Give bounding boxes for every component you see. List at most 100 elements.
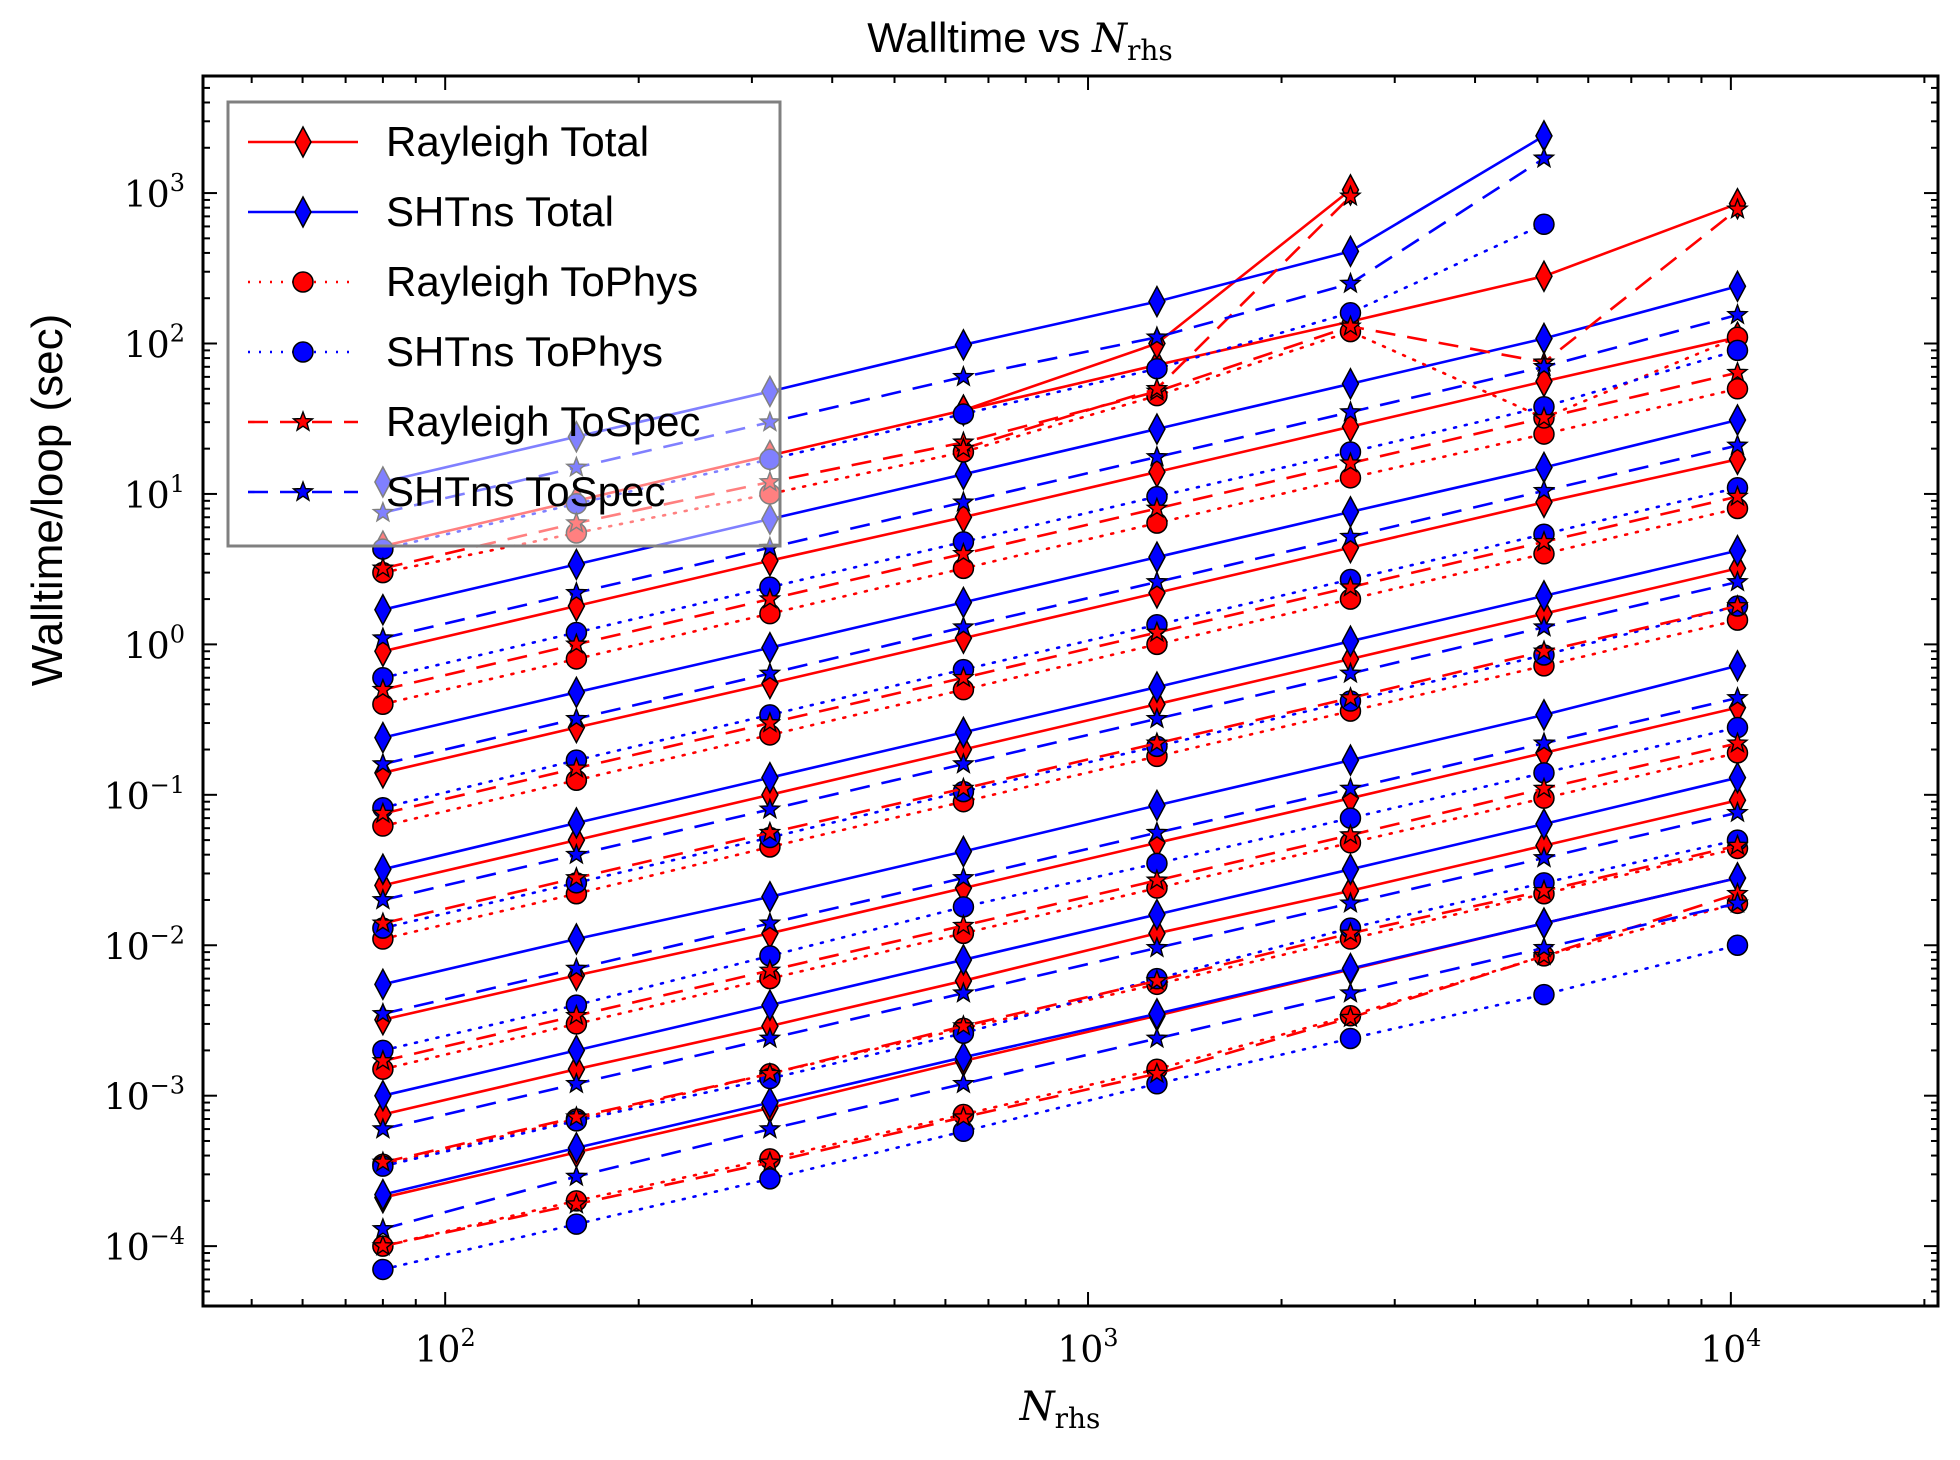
data-point [758,661,782,684]
data-point [565,756,588,779]
data-point [1145,935,1169,958]
data-point [1145,1026,1169,1049]
legend-item: SHTns Total [248,188,614,235]
data-point [1726,433,1749,456]
data-point [1532,639,1556,662]
series-line [381,618,1739,941]
legend-marker-icon [294,195,312,229]
series-rayleigh-tospec [371,881,1749,1256]
legend-item: SHTns ToSpec [248,468,665,515]
y-tick-label: 103 [124,169,185,216]
data-point [1338,524,1362,547]
data-point [1341,852,1360,886]
data-point [758,1117,782,1139]
series-shtns-total [374,861,1747,1212]
data-point [761,988,779,1022]
data-point [1535,119,1553,153]
data-point [1535,906,1553,940]
data-point [1145,376,1169,399]
data-point [567,1033,586,1068]
data-point [1338,981,1362,1003]
data-point [1145,731,1169,754]
data-point [1533,983,1555,1006]
data-point [952,403,975,425]
data-point [1726,378,1749,400]
series-rayleigh-tospec [371,833,1749,1173]
data-point [1726,891,1749,914]
data-point [1338,1005,1362,1028]
data-point [1532,878,1556,901]
data-point [1339,467,1362,489]
data-point [1532,354,1556,377]
data-point [1338,776,1362,799]
legend-box [226,100,782,548]
chart-title-math: N [1091,16,1129,62]
data-point [565,580,588,603]
data-point [954,1040,973,1074]
data-point [1728,269,1747,303]
series-line [382,549,1738,871]
data-point [952,1120,975,1143]
series-shtns-total [374,403,1747,755]
y-tick-label: 100 [124,620,185,667]
data-point [1339,1027,1362,1050]
data-point [758,797,782,820]
series-line [381,604,1739,930]
series-line [382,336,1738,653]
legend: Rayleigh Total SHTns Total Rayleigh ToPhys… [226,100,782,548]
y-tick-label: 10−3 [104,1072,185,1119]
x-tick-label: 104 [1700,1324,1761,1371]
data-point [1145,620,1169,643]
legend-item: Rayleigh Total [248,118,649,165]
data-point [371,752,395,774]
data-point [952,364,975,387]
data-point [952,665,975,688]
series-line [382,567,1738,887]
data-point [371,626,395,648]
data-point [1338,575,1362,597]
data-point [1532,405,1556,428]
data-point [1148,540,1166,574]
series-shtns-total [374,761,1747,1113]
x-axis-label-sub: rhs [1055,1402,1101,1435]
y-tick-label: 10−2 [104,921,185,968]
data-point [758,958,782,981]
data-point [1726,197,1749,220]
legend-label: SHTns ToPhys [386,328,663,375]
data-point [1532,529,1556,552]
series-line [382,844,1738,1164]
data-point [1146,357,1168,380]
data-point [1532,146,1556,169]
legend-label: Rayleigh ToPhys [386,258,698,305]
data-point [1341,951,1360,986]
series-shtns-tospec [371,302,1749,648]
series-line [382,285,1738,611]
legend-label: Rayleigh Total [386,118,649,165]
data-point [374,967,392,1001]
data-point [952,1105,975,1127]
data-point [1145,444,1169,467]
data-point [1728,403,1747,437]
data-point [1535,259,1553,293]
data-point [954,585,973,620]
legend-label: SHTns ToSpec [386,468,665,515]
series-rayleigh-tospec [371,484,1749,824]
data-point [952,981,975,1003]
data-point [758,1150,782,1173]
data-point [371,888,395,910]
plot-frame [201,74,1940,1308]
data-point [761,761,779,795]
data-point [952,541,975,564]
data-point [1726,833,1749,856]
data-point [1341,624,1360,658]
data-point [761,631,779,665]
y-tick-label: 101 [124,470,185,517]
data-point [951,913,975,936]
x-tick-label: 103 [1057,1324,1118,1371]
data-point [1533,213,1555,236]
data-point [1535,321,1553,356]
series-shtns-tospec [371,433,1749,774]
data-point [1145,968,1169,991]
data-point [1535,807,1553,841]
data-point [371,1117,395,1139]
